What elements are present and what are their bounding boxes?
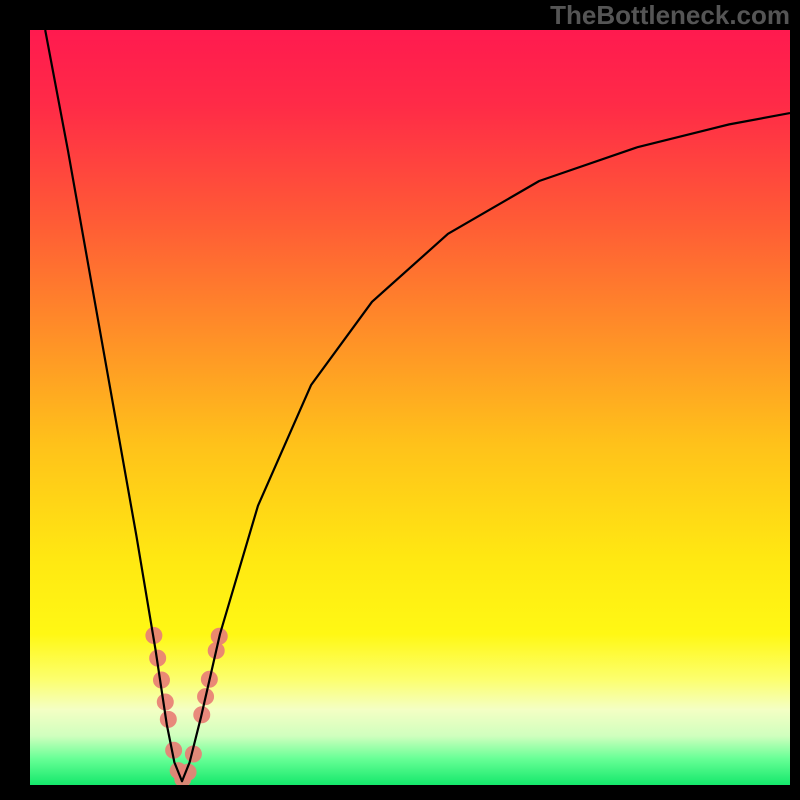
curve-overlay <box>30 30 790 785</box>
bottleneck-curve <box>45 30 790 781</box>
plot-area <box>30 30 790 785</box>
watermark-text: TheBottleneck.com <box>550 0 790 31</box>
data-marker <box>160 711 176 727</box>
figure-root: TheBottleneck.com <box>0 0 800 800</box>
